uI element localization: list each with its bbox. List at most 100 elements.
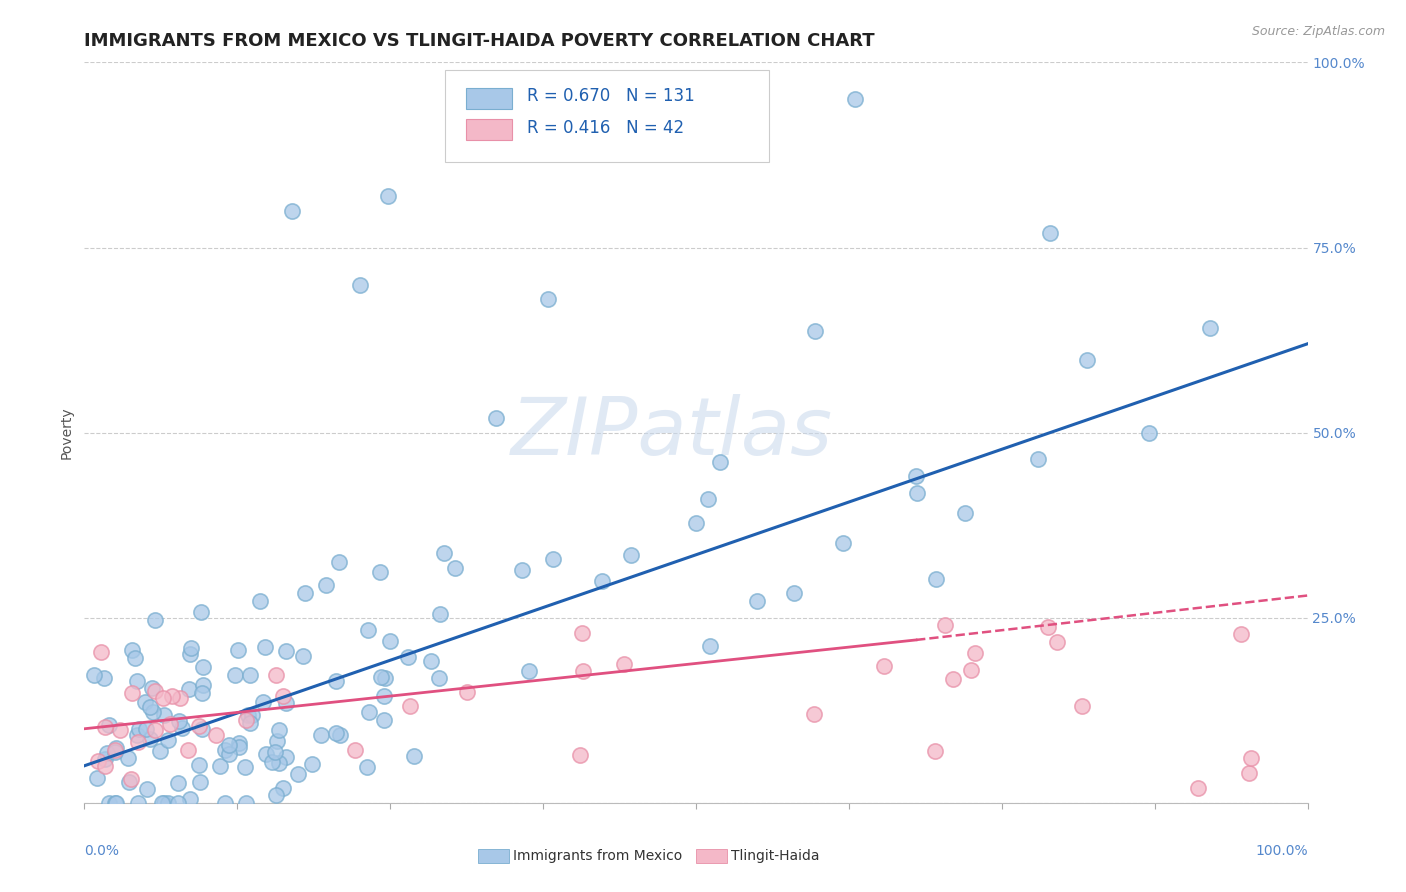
Point bbox=[343, 743, 366, 757]
Point bbox=[98, 718, 121, 732]
Point bbox=[96, 747, 118, 761]
Point bbox=[356, 624, 378, 638]
Point bbox=[128, 722, 150, 736]
Point bbox=[620, 549, 643, 563]
Point bbox=[783, 586, 806, 600]
Point bbox=[804, 324, 827, 338]
Point bbox=[167, 775, 190, 789]
Point bbox=[169, 690, 191, 705]
Text: Tlingit-Haida: Tlingit-Haida bbox=[731, 849, 820, 863]
Point bbox=[177, 743, 200, 757]
Point bbox=[135, 722, 157, 736]
Point bbox=[747, 593, 769, 607]
Point bbox=[253, 640, 276, 654]
Point bbox=[263, 745, 285, 759]
Y-axis label: Poverty: Poverty bbox=[59, 407, 73, 458]
Point bbox=[368, 565, 391, 579]
Point bbox=[924, 744, 946, 758]
Point bbox=[329, 728, 352, 742]
Point bbox=[569, 748, 592, 763]
Point bbox=[142, 706, 165, 720]
Text: IMMIGRANTS FROM MEXICO VS TLINGIT-HAIDA POVERTY CORRELATION CHART: IMMIGRANTS FROM MEXICO VS TLINGIT-HAIDA … bbox=[84, 32, 875, 50]
Point bbox=[86, 754, 108, 768]
Point bbox=[266, 733, 288, 747]
Point bbox=[378, 633, 401, 648]
Point bbox=[121, 642, 143, 657]
Point bbox=[240, 707, 263, 722]
Point bbox=[167, 714, 190, 729]
Point bbox=[125, 674, 148, 689]
Point bbox=[592, 574, 614, 589]
Point bbox=[143, 723, 166, 738]
Point bbox=[228, 736, 250, 750]
Point bbox=[953, 506, 976, 520]
Point bbox=[803, 706, 825, 721]
Point bbox=[179, 647, 201, 661]
Point bbox=[925, 572, 948, 586]
Point bbox=[519, 664, 541, 678]
Point bbox=[325, 725, 347, 739]
Point bbox=[328, 555, 350, 569]
Point bbox=[153, 796, 176, 810]
Point bbox=[274, 696, 297, 710]
Point bbox=[1076, 353, 1098, 368]
Point bbox=[873, 658, 896, 673]
Point bbox=[209, 759, 232, 773]
Point bbox=[315, 578, 337, 592]
Point bbox=[127, 734, 149, 748]
Point bbox=[228, 643, 250, 657]
Point bbox=[180, 640, 202, 655]
Point bbox=[374, 671, 396, 685]
Point bbox=[571, 665, 593, 679]
Text: R = 0.670   N = 131: R = 0.670 N = 131 bbox=[527, 87, 695, 104]
Point bbox=[239, 716, 262, 731]
Point bbox=[159, 717, 181, 731]
Point bbox=[249, 594, 271, 608]
Point bbox=[402, 749, 425, 764]
Point bbox=[373, 690, 395, 704]
Point bbox=[117, 751, 139, 765]
Point bbox=[104, 741, 127, 756]
Point bbox=[1137, 425, 1160, 440]
Point bbox=[191, 660, 214, 674]
Point bbox=[143, 684, 166, 698]
Point bbox=[187, 757, 209, 772]
Text: ZIPatlas: ZIPatlas bbox=[510, 393, 832, 472]
Point bbox=[510, 563, 533, 577]
Point bbox=[1046, 634, 1069, 648]
Point bbox=[276, 644, 298, 658]
Point bbox=[356, 760, 378, 774]
Point bbox=[104, 743, 127, 757]
Point bbox=[429, 672, 451, 686]
Point bbox=[118, 775, 141, 789]
Point bbox=[349, 277, 371, 292]
Point bbox=[160, 689, 183, 703]
Point bbox=[235, 713, 257, 727]
Point bbox=[152, 691, 174, 706]
Point bbox=[167, 796, 190, 810]
Point bbox=[1028, 452, 1050, 467]
Point bbox=[124, 651, 146, 665]
Point bbox=[94, 759, 117, 773]
Point bbox=[204, 728, 226, 742]
Point bbox=[150, 796, 173, 810]
Point bbox=[103, 746, 125, 760]
Point bbox=[153, 708, 176, 723]
Point bbox=[141, 681, 163, 695]
Point bbox=[696, 491, 718, 506]
Point bbox=[1187, 780, 1209, 795]
Text: 0.0%: 0.0% bbox=[84, 844, 120, 857]
Point bbox=[399, 698, 422, 713]
Point bbox=[963, 646, 986, 660]
Point bbox=[419, 654, 441, 668]
Point bbox=[373, 713, 395, 727]
Text: Source: ZipAtlas.com: Source: ZipAtlas.com bbox=[1251, 25, 1385, 38]
Point bbox=[433, 546, 456, 560]
Point bbox=[709, 455, 731, 469]
Point bbox=[1039, 226, 1062, 240]
Point bbox=[83, 667, 105, 681]
Point bbox=[831, 535, 853, 549]
Point bbox=[191, 678, 214, 692]
Point bbox=[276, 750, 298, 764]
Point bbox=[429, 607, 451, 621]
